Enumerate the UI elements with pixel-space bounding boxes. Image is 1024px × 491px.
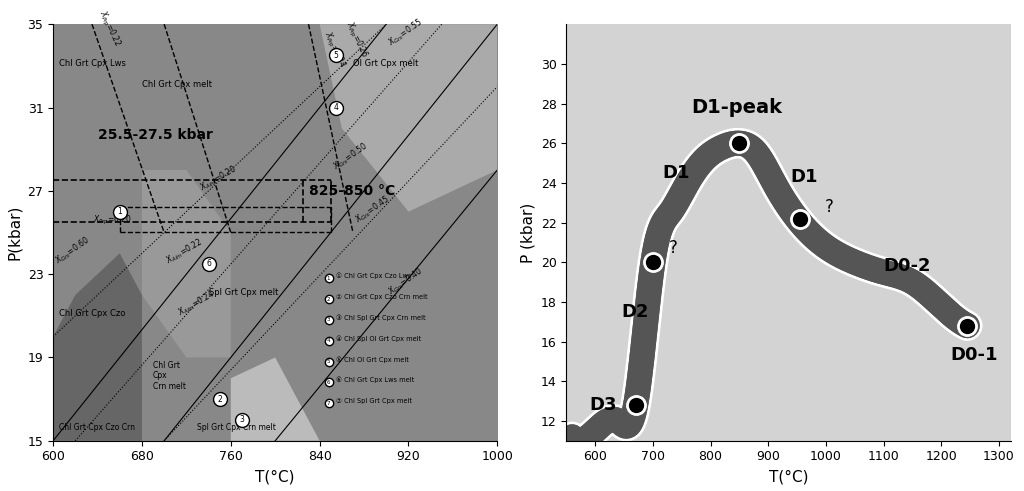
Text: 825-850 °C: 825-850 °C bbox=[308, 184, 395, 198]
Text: $X_{Grs}$=0.40: $X_{Grs}$=0.40 bbox=[386, 266, 426, 299]
Text: $X_{Grs}$=0.55: $X_{Grs}$=0.55 bbox=[386, 16, 426, 49]
Text: ③ Chl Spl Grt Cpx Crn melt: ③ Chl Spl Grt Cpx Crn melt bbox=[336, 314, 426, 321]
X-axis label: T(°C): T(°C) bbox=[255, 469, 295, 484]
Text: 6: 6 bbox=[327, 380, 331, 385]
Text: Ol Grt Cpx melt: Ol Grt Cpx melt bbox=[353, 59, 419, 68]
Text: 5: 5 bbox=[327, 359, 331, 364]
Text: ?: ? bbox=[824, 198, 834, 216]
Text: $X_{Prp}$=0.24: $X_{Prp}$=0.24 bbox=[319, 29, 348, 70]
Text: Chl Grt
Cpx
Crn melt: Chl Grt Cpx Crn melt bbox=[153, 361, 186, 391]
Text: $X_{Grs}$=0.45: $X_{Grs}$=0.45 bbox=[353, 192, 392, 225]
Text: $X_{Grs}$=0.60: $X_{Grs}$=0.60 bbox=[53, 234, 93, 267]
Polygon shape bbox=[230, 357, 319, 441]
Text: $X_{Grs}$=0.50: $X_{Grs}$=0.50 bbox=[331, 140, 371, 173]
Text: $X_{Alm}$=0.24: $X_{Alm}$=0.24 bbox=[175, 288, 217, 319]
Text: Chl Grt Cpx Czo Crn: Chl Grt Cpx Czo Crn bbox=[58, 423, 134, 433]
Text: ① Chl Grt Cpx Czo Lws: ① Chl Grt Cpx Czo Lws bbox=[336, 273, 412, 279]
Text: 5: 5 bbox=[334, 51, 339, 60]
Text: ⑦ Chl Spl Grt Cpx melt: ⑦ Chl Spl Grt Cpx melt bbox=[336, 398, 413, 404]
Text: 1: 1 bbox=[327, 276, 331, 281]
Text: Spl Grt Cpx Crn melt: Spl Grt Cpx Crn melt bbox=[198, 423, 276, 433]
Polygon shape bbox=[319, 24, 498, 212]
Text: D3: D3 bbox=[590, 396, 616, 414]
Text: 3: 3 bbox=[327, 318, 331, 323]
Text: 2: 2 bbox=[327, 297, 331, 301]
Text: 6: 6 bbox=[206, 259, 211, 268]
Text: 7: 7 bbox=[327, 401, 331, 406]
Text: D0-2: D0-2 bbox=[884, 257, 931, 275]
Text: $X_{Alm}$=0.22: $X_{Alm}$=0.22 bbox=[164, 236, 205, 267]
Y-axis label: P (kbar): P (kbar) bbox=[520, 202, 536, 263]
Text: D1-peak: D1-peak bbox=[691, 98, 782, 117]
Text: $X_{Prp}$=0.22: $X_{Prp}$=0.22 bbox=[95, 9, 124, 50]
Text: ?: ? bbox=[669, 239, 678, 257]
Text: 4: 4 bbox=[327, 338, 331, 343]
Text: 25.5-27.5 kbar: 25.5-27.5 kbar bbox=[97, 128, 212, 142]
Text: D1: D1 bbox=[663, 164, 690, 182]
Text: ② Chl Grt Cpx Czo Crn melt: ② Chl Grt Cpx Czo Crn melt bbox=[336, 294, 428, 300]
Text: D2: D2 bbox=[622, 303, 648, 321]
Text: $X_{Alm}$=0.20: $X_{Alm}$=0.20 bbox=[198, 163, 239, 194]
Text: ⑤ Chl Ol Grt Cpx melt: ⑤ Chl Ol Grt Cpx melt bbox=[336, 356, 410, 363]
Text: 1: 1 bbox=[118, 207, 122, 216]
Text: 3: 3 bbox=[240, 415, 245, 424]
Y-axis label: P(kbar): P(kbar) bbox=[7, 205, 22, 260]
Text: D1: D1 bbox=[791, 168, 818, 186]
Text: $X_{Prp}$=0.20: $X_{Prp}$=0.20 bbox=[93, 214, 132, 226]
Text: Chl Grt Cpx Lws: Chl Grt Cpx Lws bbox=[58, 59, 126, 68]
Text: ⑥ Chl Grt Cpx Lws melt: ⑥ Chl Grt Cpx Lws melt bbox=[336, 377, 415, 383]
Text: ④ Chl Spl Ol Grt Cpx melt: ④ Chl Spl Ol Grt Cpx melt bbox=[336, 335, 422, 342]
Text: Spl Grt Cpx melt: Spl Grt Cpx melt bbox=[209, 288, 278, 297]
Polygon shape bbox=[142, 170, 230, 357]
Text: 4: 4 bbox=[334, 103, 339, 112]
Text: Chl Grt Cpx melt: Chl Grt Cpx melt bbox=[142, 80, 212, 89]
Polygon shape bbox=[53, 253, 142, 441]
Text: D0-1: D0-1 bbox=[950, 347, 997, 364]
Text: Chl Grt Cpx Czo: Chl Grt Cpx Czo bbox=[58, 309, 125, 318]
Text: 2: 2 bbox=[217, 395, 222, 404]
Text: $X_{Prp}$=0.26: $X_{Prp}$=0.26 bbox=[342, 19, 371, 60]
X-axis label: T(°C): T(°C) bbox=[769, 469, 808, 484]
